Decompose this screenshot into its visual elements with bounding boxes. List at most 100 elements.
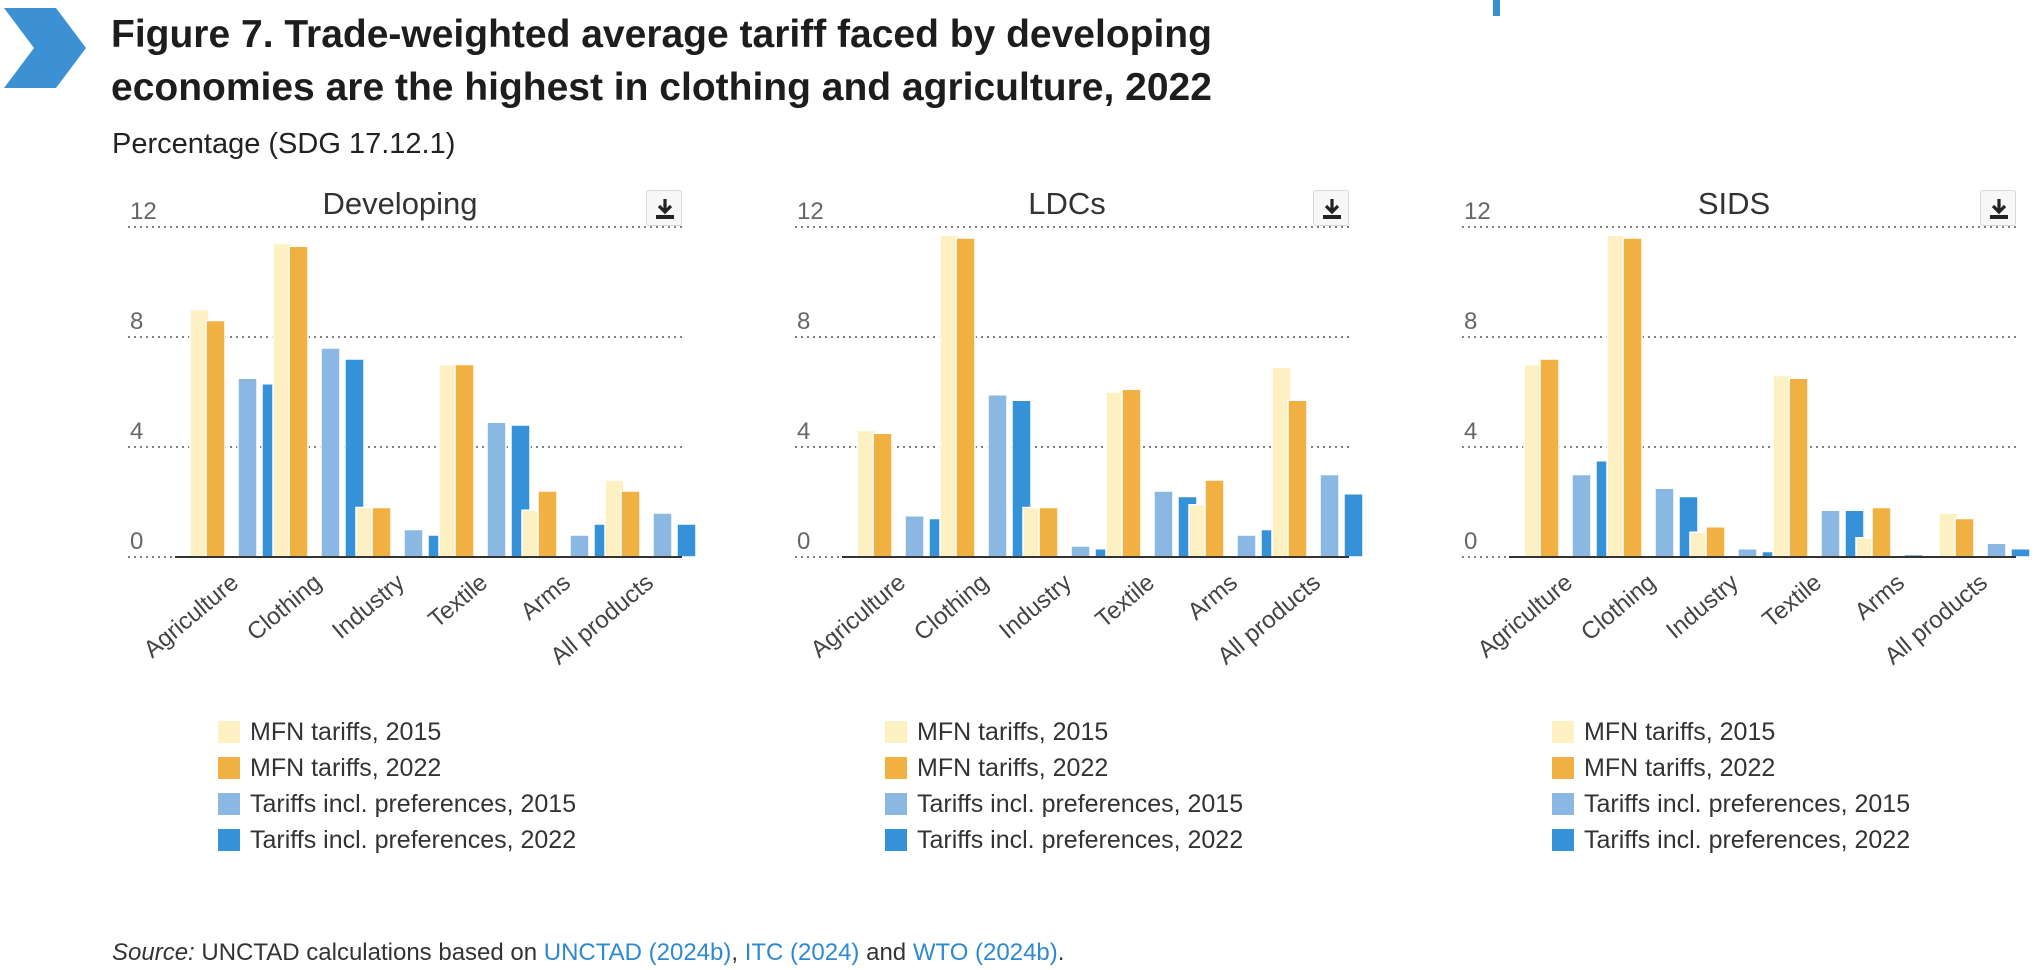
x-tick-label: Clothing: [909, 569, 994, 646]
x-tick-label: Agriculture: [139, 569, 244, 663]
bar: [1571, 473, 1592, 558]
source-link-wto[interactable]: WTO (2024b): [912, 939, 1058, 966]
x-tick-label: Textile: [1090, 569, 1159, 633]
download-button[interactable]: [646, 190, 682, 226]
bar: [676, 523, 697, 558]
x-tick-label: Agriculture: [1473, 569, 1578, 663]
legend-label: MFN tariffs, 2022: [1584, 753, 1776, 782]
y-tick-label: 8: [797, 308, 810, 335]
chart-panel-developing: Developing 0 4 8 12 Agriculture Clothing Indus…: [120, 182, 697, 862]
y-tick-label: 12: [1464, 198, 1491, 225]
bar: [403, 528, 424, 558]
x-tick-label: Textile: [1757, 569, 1826, 633]
panel-title: Developing: [322, 186, 478, 221]
bar: [237, 377, 258, 558]
legend-label: Tariffs incl. preferences, 2015: [917, 789, 1244, 818]
y-tick-label: 8: [1464, 308, 1477, 335]
chart-panel-ldcs: LDCs 0 4 8 12 Agriculture Clothing Industry Tex…: [787, 182, 1364, 862]
y-tick-label: 0: [130, 528, 143, 555]
figure-subtitle: Percentage (SDG 17.12.1): [112, 128, 456, 160]
y-tick-label: 4: [797, 418, 810, 445]
legend-swatch: [1552, 793, 1574, 815]
bar: [987, 394, 1008, 558]
bar: [1287, 399, 1308, 558]
legend: MFN tariffs, 2015 MFN tariffs, 2022 Tari…: [218, 714, 576, 858]
legend-label: MFN tariffs, 2022: [250, 753, 442, 782]
bar: [320, 347, 341, 558]
source-label: Source:: [112, 939, 195, 966]
x-tick-label: Clothing: [242, 569, 327, 646]
bar: [1788, 377, 1809, 558]
download-icon: [1323, 199, 1341, 219]
bar: [652, 512, 673, 558]
legend-label: Tariffs incl. preferences, 2015: [1584, 789, 1911, 818]
source-link-itc[interactable]: ITC (2024): [744, 939, 860, 966]
bar: [1204, 479, 1225, 558]
legend-swatch: [218, 721, 240, 743]
legend-item: MFN tariffs, 2015: [1552, 714, 1910, 750]
x-tick-label: Arms: [1183, 569, 1243, 626]
y-tick-label: 8: [130, 308, 143, 335]
download-button[interactable]: [1980, 190, 2016, 226]
legend: MFN tariffs, 2015 MFN tariffs, 2022 Tari…: [1552, 714, 1910, 858]
legend-swatch: [1552, 721, 1574, 743]
bar: [1622, 237, 1643, 558]
x-tick-label: Agriculture: [806, 569, 911, 663]
legend-swatch: [218, 757, 240, 779]
bar: [537, 490, 558, 558]
y-tick-label: 0: [1464, 528, 1477, 555]
bar: [872, 432, 893, 558]
bar: [620, 490, 641, 558]
legend-label: MFN tariffs, 2015: [917, 717, 1109, 746]
legend-swatch: [218, 793, 240, 815]
legend-label: MFN tariffs, 2022: [917, 753, 1109, 782]
legend-label: MFN tariffs, 2015: [1584, 717, 1776, 746]
y-tick-label: 12: [797, 198, 824, 225]
bar: [955, 237, 976, 558]
panel-title: LDCs: [1028, 186, 1106, 221]
download-button[interactable]: [1313, 190, 1349, 226]
legend-swatch: [1552, 829, 1574, 851]
legend-label: Tariffs incl. preferences, 2022: [250, 825, 577, 854]
y-tick-label: 4: [130, 418, 143, 445]
bar: [288, 245, 309, 558]
legend-item: MFN tariffs, 2022: [218, 750, 576, 786]
source-separator: ,: [731, 939, 745, 966]
bar: [454, 363, 475, 558]
panel-title: SIDS: [1697, 186, 1771, 221]
x-tick-label: Clothing: [1576, 569, 1661, 646]
figure-title: Figure 7. Trade-weighted average tariff …: [111, 13, 1212, 109]
bar: [486, 421, 507, 558]
source-note: Source: UNCTAD calculations based on UNC…: [112, 939, 1064, 967]
bar: [1121, 388, 1142, 558]
bar: [1319, 473, 1340, 558]
source-end: .: [1057, 939, 1065, 966]
y-tick-label: 4: [1464, 418, 1477, 445]
bar: [2010, 548, 2031, 558]
legend-item: MFN tariffs, 2015: [885, 714, 1243, 750]
source-link-unctad[interactable]: UNCTAD (2024b): [543, 939, 732, 966]
legend-item: Tariffs incl. preferences, 2015: [1552, 786, 1910, 822]
bar: [1986, 542, 2007, 558]
source-text: UNCTAD calculations based on: [194, 939, 544, 966]
x-tick-label: Industry: [994, 569, 1077, 645]
chart-panel-sids: SIDS 0 4 8 12 Agriculture Clothing Industry Tex…: [1454, 182, 2031, 862]
bar: [1539, 358, 1560, 558]
bar: [1654, 487, 1675, 558]
legend-swatch: [885, 793, 907, 815]
legend-item: MFN tariffs, 2022: [885, 750, 1243, 786]
legend-item: Tariffs incl. preferences, 2015: [218, 786, 576, 822]
bar: [904, 515, 925, 558]
x-tick-label: Industry: [1661, 569, 1744, 645]
bar: [205, 319, 226, 558]
source-separator: and: [859, 939, 913, 966]
bar: [1820, 509, 1841, 558]
legend-item: Tariffs incl. preferences, 2022: [1552, 822, 1910, 858]
bar: [1038, 506, 1059, 558]
legend-label: Tariffs incl. preferences, 2022: [917, 825, 1244, 854]
x-tick-label: Industry: [327, 569, 410, 645]
legend-item: MFN tariffs, 2022: [1552, 750, 1910, 786]
